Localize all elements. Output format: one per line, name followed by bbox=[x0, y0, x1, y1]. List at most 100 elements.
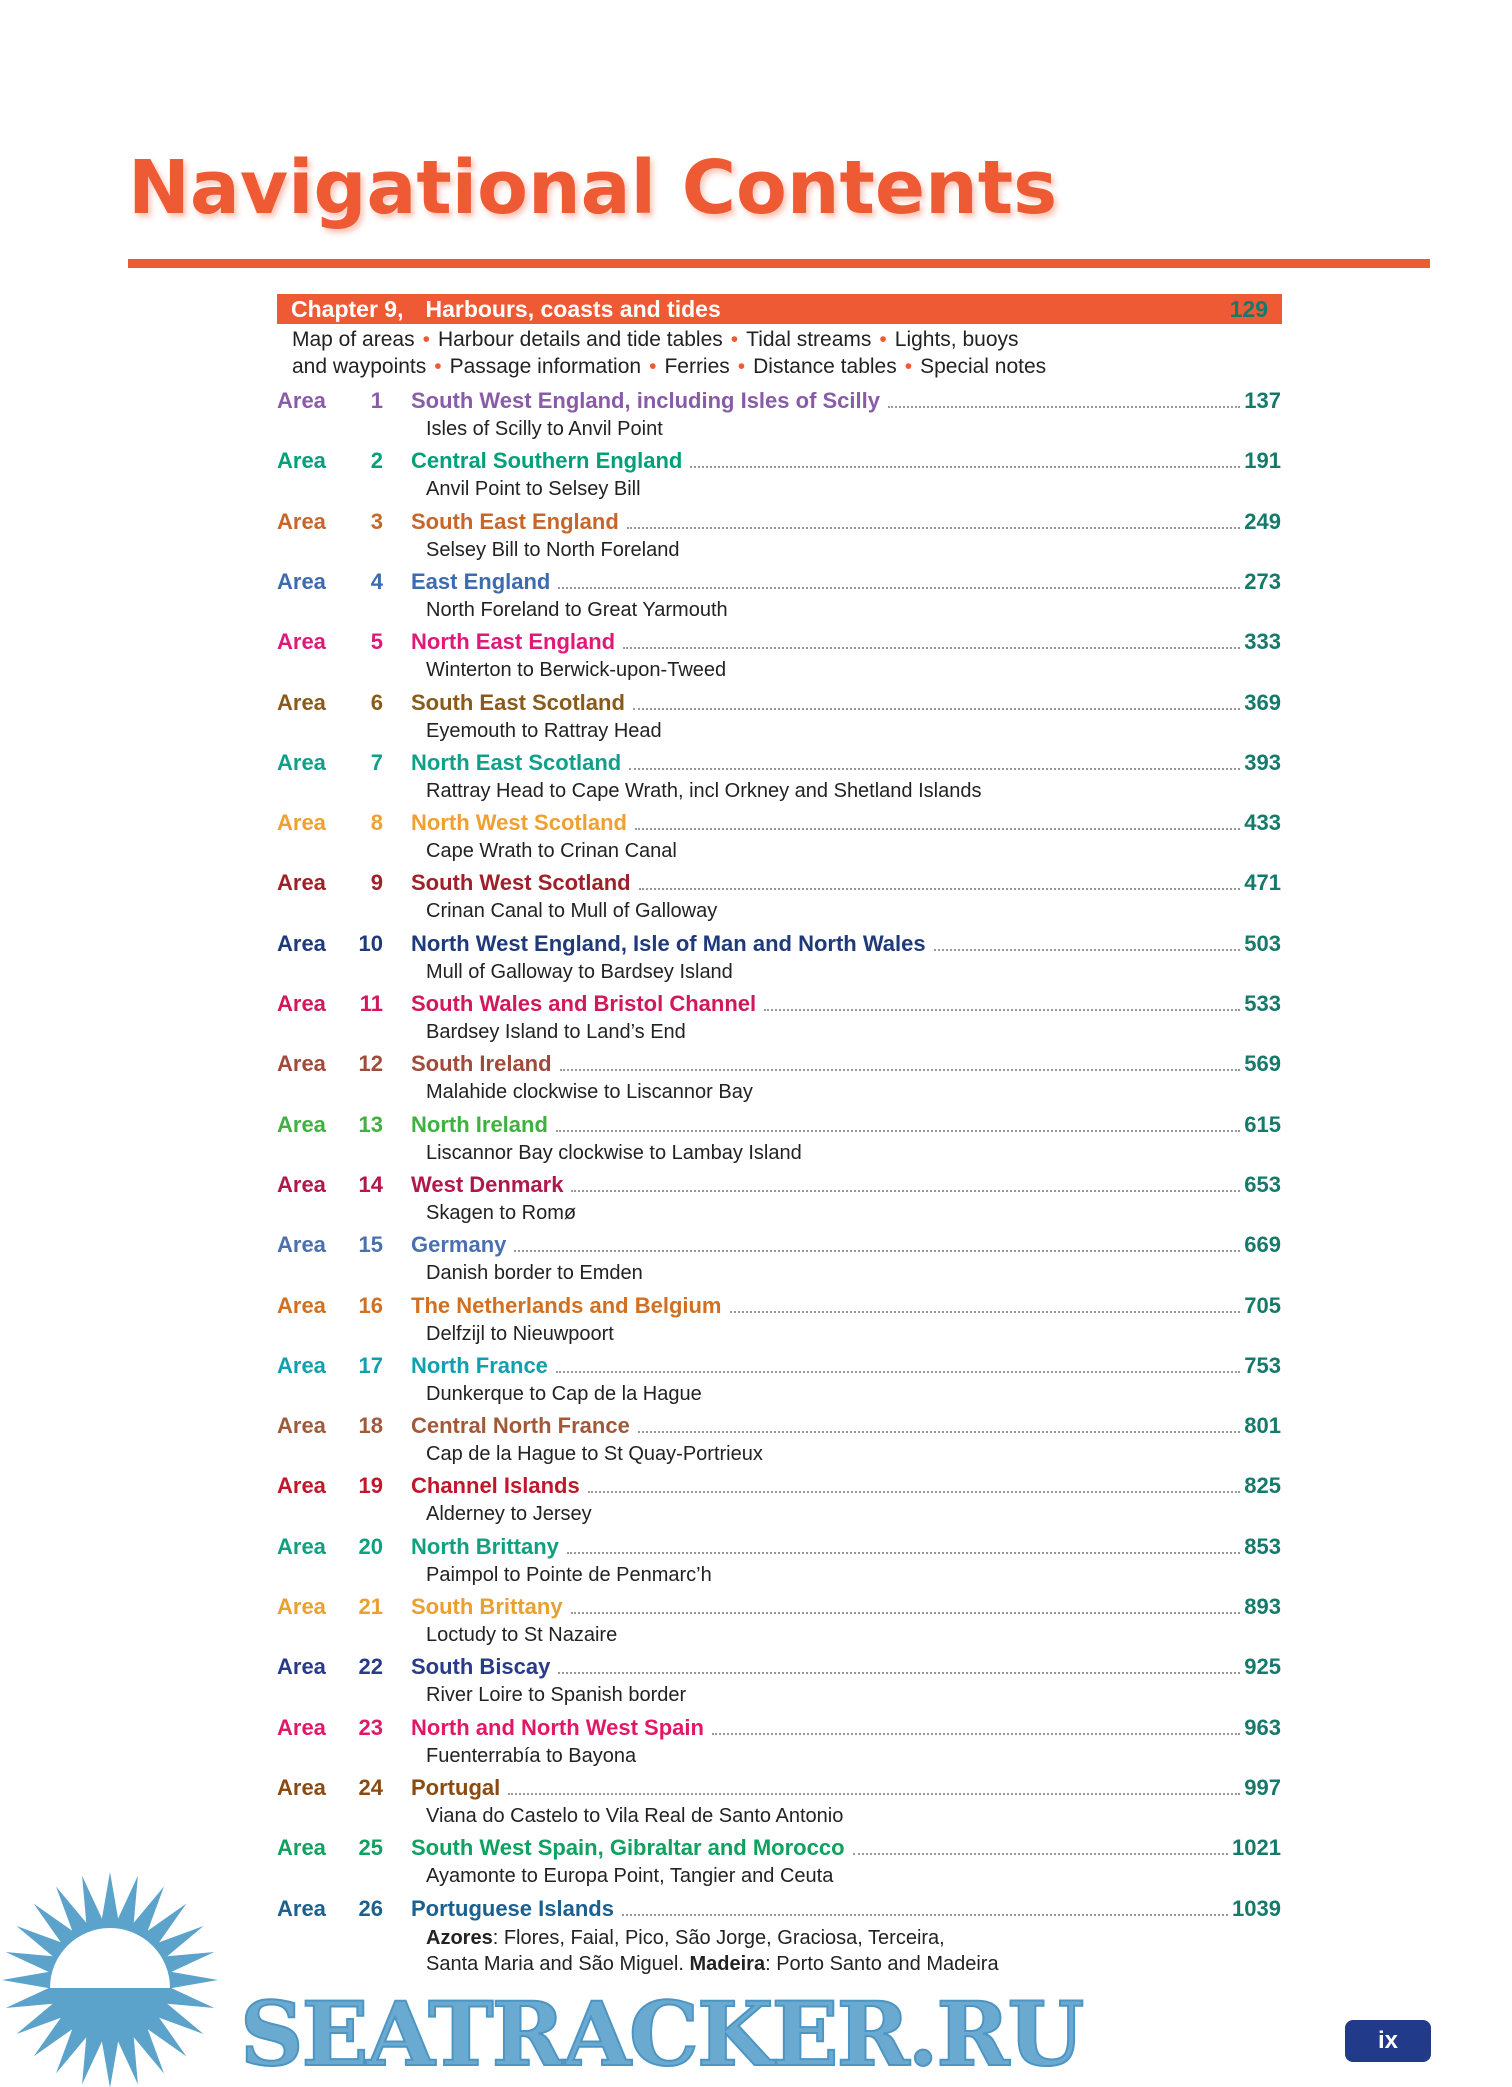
leader-dots bbox=[638, 888, 1241, 891]
area-name[interactable]: North Ireland bbox=[411, 1111, 548, 1137]
area-subtitle: Winterton to Berwick-upon-Tweed bbox=[426, 659, 727, 682]
area-name[interactable]: North East England bbox=[411, 629, 616, 655]
area-entry[interactable]: Area 18 Central North France 801 Cap de la… bbox=[277, 1413, 1281, 1473]
area-entry[interactable]: Area 15 Germany 669 Danish border to Emden bbox=[277, 1232, 1281, 1292]
area-entry[interactable]: Area 1 South West England, including Isl… bbox=[277, 388, 1281, 448]
area-entry[interactable]: Area 25 South West Spain, Gibraltar and … bbox=[277, 1835, 1281, 1895]
leader-dots bbox=[555, 1129, 1241, 1132]
area-name[interactable]: East England bbox=[411, 568, 551, 594]
area-entry[interactable]: Area 26 Portuguese Islands 1039 Azores: Fl… bbox=[277, 1895, 1281, 1975]
area-entry[interactable]: Area 6 South East Scotland 369 Eyemouth to… bbox=[277, 690, 1281, 750]
area-number: 15 bbox=[358, 1232, 383, 1258]
area-subtitle: Dunkerque to Cap de la Hague bbox=[426, 1382, 702, 1405]
area-name[interactable]: North Brittany bbox=[411, 1533, 559, 1559]
leader-dots bbox=[711, 1732, 1241, 1735]
area-page: 249 bbox=[1244, 508, 1281, 534]
area-entry[interactable]: Area 23 North and North West Spain 963 Fue… bbox=[277, 1715, 1281, 1775]
contents-item: Harbour details and tide tables bbox=[437, 328, 723, 351]
leader-dots bbox=[570, 1612, 1241, 1614]
area-name[interactable]: Central Southern England bbox=[411, 448, 683, 474]
area-subtitle: Malahide clockwise to Liscannor Bay bbox=[426, 1081, 753, 1104]
area-name[interactable]: South Wales and Bristol Channel bbox=[411, 991, 757, 1016]
area-page: 433 bbox=[1244, 810, 1281, 836]
area-subtitle: Eyemouth to Rattray Head bbox=[426, 719, 662, 742]
area-number: 20 bbox=[358, 1533, 383, 1559]
area-entry[interactable]: Area 10 North West England, Isle of Man … bbox=[277, 931, 1281, 991]
area-entry[interactable]: Area 14 West Denmark 653 Skagen to Romø bbox=[277, 1172, 1281, 1232]
area-entry[interactable]: Area 21 South Brittany 893 Loctudy to St N… bbox=[277, 1594, 1281, 1654]
area-label: Area bbox=[277, 1533, 326, 1559]
area-name[interactable]: South Ireland bbox=[411, 1051, 552, 1077]
contents-item: Lights, buoys bbox=[894, 328, 1019, 351]
area-number: 21 bbox=[358, 1594, 383, 1619]
area-entry[interactable]: Area 9 South West Scotland 471 Crinan Cana… bbox=[277, 870, 1281, 930]
bullet-icon: • bbox=[434, 355, 442, 378]
area-name[interactable]: South East England bbox=[411, 508, 619, 534]
area-entry[interactable]: Area 12 South Ireland 569 Malahide clockwi… bbox=[277, 1051, 1281, 1111]
area-number: 23 bbox=[358, 1714, 383, 1740]
area-entry[interactable]: Area 13 North Ireland 615 Liscannor Bay cl… bbox=[277, 1112, 1281, 1172]
title-rule bbox=[128, 259, 1430, 268]
area-name[interactable]: South West England, including Isles of S… bbox=[411, 388, 880, 413]
area-entry[interactable]: Area 8 North West Scotland 433 Cape Wrath … bbox=[277, 810, 1281, 870]
area-page: 893 bbox=[1244, 1594, 1281, 1619]
area-name[interactable]: Portuguese Islands bbox=[411, 1895, 614, 1921]
area-name[interactable]: North and North West Spain bbox=[411, 1714, 704, 1740]
area-entry[interactable]: Area 22 South Biscay 925 River Loire to Sp… bbox=[277, 1654, 1281, 1714]
area-name[interactable]: Germany bbox=[411, 1232, 507, 1258]
leader-dots bbox=[558, 586, 1241, 589]
area-entry[interactable]: Area 11 South Wales and Bristol Channel 5… bbox=[277, 991, 1281, 1051]
area-subtitle: Selsey Bill to North Foreland bbox=[426, 538, 680, 561]
bullet-icon: • bbox=[649, 355, 657, 378]
area-name[interactable]: South Biscay bbox=[411, 1654, 551, 1680]
area-number: 10 bbox=[358, 930, 383, 956]
area-number: 14 bbox=[358, 1171, 383, 1197]
area-name[interactable]: South East Scotland bbox=[411, 689, 625, 715]
leader-dots bbox=[729, 1310, 1241, 1313]
area-page: 533 bbox=[1244, 991, 1281, 1016]
area-name[interactable]: The Netherlands and Belgium bbox=[411, 1292, 722, 1318]
bullet-icon: • bbox=[422, 328, 430, 351]
area-name[interactable]: North France bbox=[411, 1352, 548, 1378]
area-page: 191 bbox=[1244, 448, 1281, 474]
contents-item: Tidal streams bbox=[746, 328, 872, 351]
area-label: Area bbox=[277, 1051, 326, 1077]
area-number: 7 bbox=[370, 749, 383, 775]
area-page: 925 bbox=[1244, 1654, 1281, 1680]
area-name[interactable]: South West Scotland bbox=[411, 870, 631, 896]
area-entry[interactable]: Area 7 North East Scotland 393 Rattray Hea… bbox=[277, 750, 1281, 810]
area-entry[interactable]: Area 5 North East England 333 Winterton to… bbox=[277, 629, 1281, 689]
area-name[interactable]: Channel Islands bbox=[411, 1473, 580, 1499]
area-name[interactable]: North West Scotland bbox=[411, 810, 627, 836]
area-page: 1039 bbox=[1232, 1895, 1281, 1921]
area-entry[interactable]: Area 17 North France 753 Dunkerque to Cap … bbox=[277, 1353, 1281, 1413]
area-name[interactable]: West Denmark bbox=[411, 1171, 564, 1197]
area-subtitle: Fuenterrabía to Bayona bbox=[426, 1744, 637, 1767]
area-entry[interactable]: Area 24 Portugal 997 Viana do Castelo to V… bbox=[277, 1775, 1281, 1835]
area-name[interactable]: Portugal bbox=[411, 1774, 501, 1800]
leader-dots bbox=[690, 466, 1241, 469]
area-entry[interactable]: Area 3 South East England 249 Selsey Bill … bbox=[277, 509, 1281, 569]
leader-dots bbox=[621, 1913, 1229, 1916]
area-number: 3 bbox=[370, 508, 383, 534]
area-name[interactable]: South West Spain, Gibraltar and Morocco bbox=[411, 1835, 845, 1861]
area-page: 801 bbox=[1244, 1413, 1281, 1439]
area-name[interactable]: North East Scotland bbox=[411, 749, 622, 775]
area-label: Area bbox=[277, 388, 326, 413]
area-label: Area bbox=[277, 930, 326, 956]
area-label: Area bbox=[277, 810, 326, 836]
area-entry[interactable]: Area 16 The Netherlands and Belgium 705 De… bbox=[277, 1293, 1281, 1353]
bullet-icon: • bbox=[879, 328, 887, 351]
area-entry[interactable]: Area 4 East England 273 North Foreland to … bbox=[277, 569, 1281, 629]
area-entry[interactable]: Area 19 Channel Islands 825 Alderney to Je… bbox=[277, 1473, 1281, 1533]
area-name[interactable]: Central North France bbox=[411, 1413, 630, 1439]
area-entry[interactable]: Area 20 North Brittany 853 Paimpol to Poin… bbox=[277, 1534, 1281, 1594]
leader-dots bbox=[558, 1672, 1241, 1675]
chapter-header[interactable]: Chapter 9, Harbours, coasts and tides 12… bbox=[277, 294, 1282, 324]
area-subtitle: Anvil Point to Selsey Bill bbox=[426, 478, 641, 501]
area-name[interactable]: North West England, Isle of Man and Nort… bbox=[411, 930, 926, 956]
area-number: 25 bbox=[358, 1835, 383, 1861]
area-number: 18 bbox=[358, 1413, 383, 1439]
area-name[interactable]: South Brittany bbox=[411, 1594, 563, 1619]
area-entry[interactable]: Area 2 Central Southern England 191 Anvil … bbox=[277, 448, 1281, 508]
